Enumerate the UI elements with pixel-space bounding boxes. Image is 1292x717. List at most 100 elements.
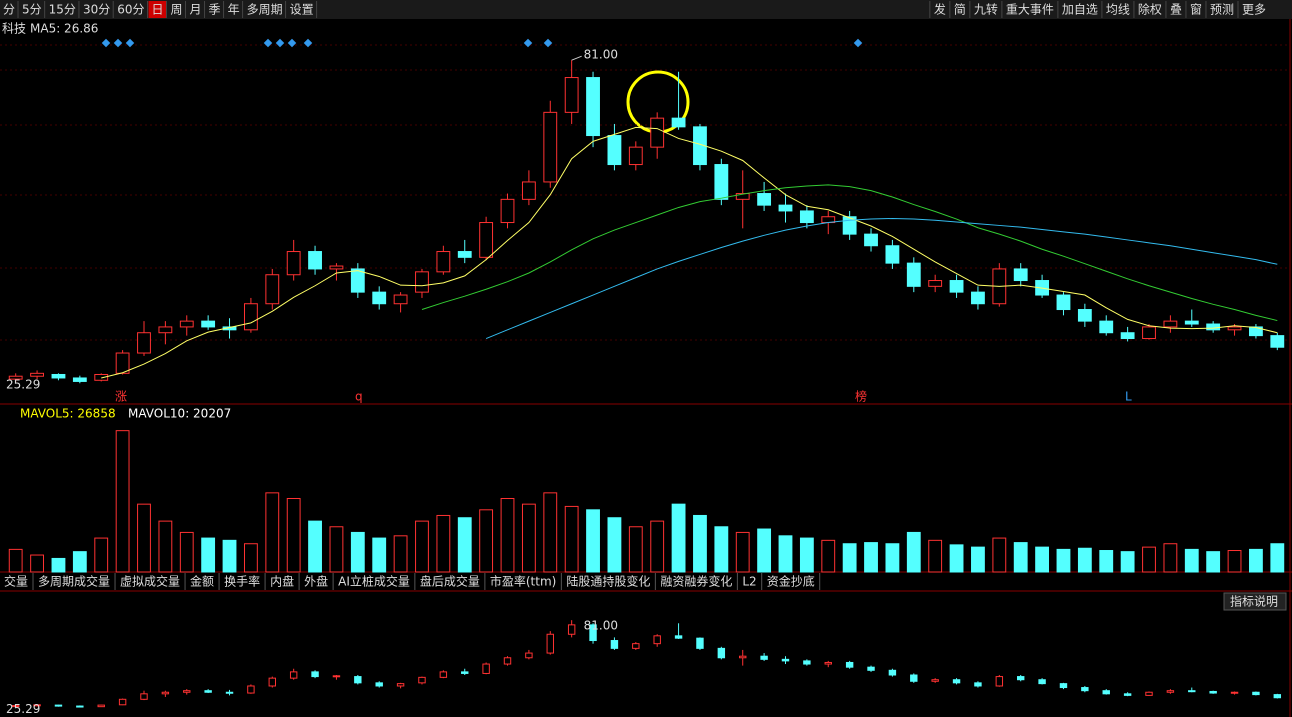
tab-bg xyxy=(19,1,45,18)
volume-bar xyxy=(1227,550,1242,573)
candle-body xyxy=(628,146,643,166)
volume-bar xyxy=(821,539,836,573)
mini-candle-body xyxy=(1059,683,1068,689)
mini-candle-body xyxy=(54,704,63,707)
indicator-tab[interactable]: 外盘 xyxy=(304,574,328,589)
volume-bar xyxy=(286,498,301,573)
mini-candle-body xyxy=(1123,693,1132,696)
indicator-tab[interactable]: L2 xyxy=(742,575,756,589)
indicator-tab[interactable]: 融资融券变化 xyxy=(660,574,732,589)
indicator-tab[interactable]: 资金抄底 xyxy=(767,574,815,589)
volume-bar xyxy=(115,430,130,573)
help-button[interactable]: 指标说明 xyxy=(1230,594,1278,609)
indicator-tab[interactable]: 虚拟成交量 xyxy=(120,574,180,589)
period-button[interactable]: 分 xyxy=(3,3,15,17)
marker: 榜 xyxy=(855,389,867,404)
mavol5-label: MAVOL5: 26858 xyxy=(20,407,116,421)
mini-candle-body xyxy=(289,671,298,679)
candle-body xyxy=(650,117,665,148)
period-button[interactable]: 年 xyxy=(228,3,240,17)
mini-candle-body xyxy=(1188,690,1196,693)
indicator-tab[interactable]: 市盈率(ttm) xyxy=(490,574,556,589)
period-button[interactable]: 30分 xyxy=(83,3,110,17)
tab-bg xyxy=(0,1,19,18)
low-label: 25.29 xyxy=(6,378,40,392)
high-tick xyxy=(571,55,582,61)
mini-candle-body xyxy=(97,704,105,708)
tool-button[interactable]: 预测 xyxy=(1210,3,1234,17)
volume-bar xyxy=(500,498,515,573)
tool-button[interactable]: 叠 xyxy=(1170,3,1182,17)
tab-bg xyxy=(114,1,148,18)
mini-candle-body xyxy=(952,679,961,684)
mini-candle-body xyxy=(910,674,918,682)
volume-bar xyxy=(308,520,322,573)
volume-bar xyxy=(928,539,943,573)
candle-body xyxy=(1249,326,1263,337)
period-button[interactable]: 60分 xyxy=(117,3,144,17)
mini-candle-body xyxy=(11,705,20,708)
mini-candle-body xyxy=(247,685,255,694)
period-button[interactable]: 日 xyxy=(152,3,164,17)
indicator-tab[interactable]: AI立桩成交量 xyxy=(338,574,410,589)
tool-button[interactable]: 除权 xyxy=(1138,2,1162,17)
candle-body xyxy=(693,126,707,166)
period-button[interactable]: 月 xyxy=(190,3,202,17)
event-diamond xyxy=(543,38,553,48)
tab-bg xyxy=(167,1,186,18)
period-button[interactable]: 多周期 xyxy=(247,3,283,17)
tool-button[interactable]: 简 xyxy=(954,3,966,17)
candle-body xyxy=(971,291,985,305)
candle-body xyxy=(607,135,622,166)
tool-button[interactable]: 九转 xyxy=(974,2,998,17)
mini-candle-body xyxy=(482,663,490,674)
period-button[interactable]: 周 xyxy=(171,3,183,17)
period-button[interactable]: 15分 xyxy=(49,3,76,17)
candle-body xyxy=(415,271,429,293)
candle-body xyxy=(543,111,558,183)
mini-candle-body xyxy=(717,647,726,659)
mini-candle-body xyxy=(1102,690,1110,695)
period-button[interactable]: 5分 xyxy=(22,3,42,17)
event-diamond xyxy=(125,38,135,48)
tool-button[interactable]: 发 xyxy=(934,2,946,17)
candle-body xyxy=(158,326,173,334)
indicator-tab[interactable]: 换手率 xyxy=(224,574,260,589)
mini-candle-body xyxy=(674,635,683,639)
volume-bar xyxy=(1163,543,1178,573)
volume-bar xyxy=(1120,551,1135,573)
candle-body xyxy=(1013,268,1028,282)
indicator-tab[interactable]: 多周期成交量 xyxy=(38,574,110,589)
candle-body xyxy=(308,251,322,270)
indicator-tab[interactable]: 交量 xyxy=(4,574,28,589)
indicator-tab[interactable]: 陆股通持股变化 xyxy=(566,574,650,589)
period-button[interactable]: 设置 xyxy=(290,3,314,17)
tool-button[interactable]: 均线 xyxy=(1106,3,1130,17)
tool-button[interactable]: 加自选 xyxy=(1062,3,1098,17)
tool-button[interactable]: 重大事件 xyxy=(1006,3,1054,17)
tab-bg xyxy=(148,1,167,18)
help-bg xyxy=(1223,592,1287,611)
mini-candle-body xyxy=(567,624,576,635)
mini-candle-body xyxy=(589,624,597,642)
indicator-tab[interactable]: 内盘 xyxy=(270,574,294,589)
candle-body xyxy=(1142,326,1156,340)
volume-bar xyxy=(757,528,772,573)
tool-button[interactable]: 更多 xyxy=(1242,3,1266,17)
mini-candle-body xyxy=(1081,687,1089,692)
mini-candle-body xyxy=(439,671,448,678)
volume-bar xyxy=(586,509,600,573)
mini-candle-body xyxy=(867,666,875,671)
volume-bar xyxy=(72,551,87,573)
ma-line xyxy=(485,217,1278,339)
mini-candle-body xyxy=(354,676,362,684)
candle-body xyxy=(1120,332,1135,340)
volume-bar xyxy=(415,520,429,573)
candle-body xyxy=(350,268,365,293)
indicator-tab[interactable]: 金额 xyxy=(190,574,214,589)
indicator-tab[interactable]: 盘后成交量 xyxy=(420,574,480,589)
tool-button[interactable]: 窗 xyxy=(1190,3,1202,17)
period-button[interactable]: 季 xyxy=(209,3,221,17)
volume-bar xyxy=(1142,546,1156,573)
